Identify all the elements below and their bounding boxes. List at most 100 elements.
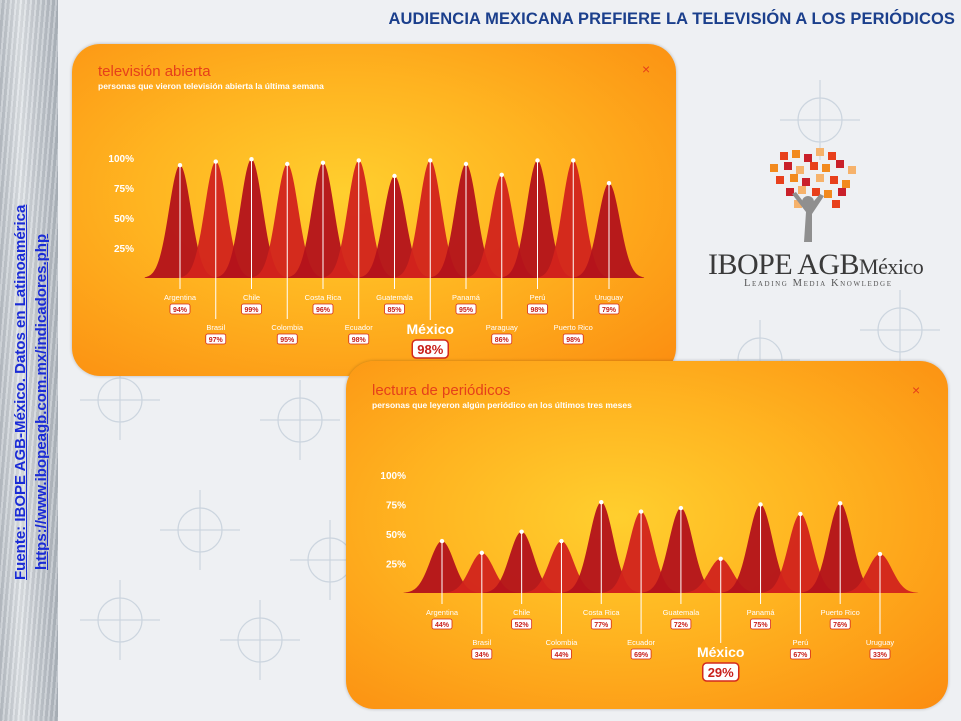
- highlight-value-label: 29%: [708, 665, 734, 680]
- peak-marker-ecuador: [638, 509, 644, 514]
- y-tick-label: 100%: [380, 471, 406, 482]
- value-label: 72%: [674, 622, 689, 629]
- logo-square: [798, 186, 806, 194]
- bell-curves: [403, 502, 919, 593]
- source-url-link[interactable]: https://www.ibopeagb.com.mx/indicadores.…: [33, 233, 50, 570]
- category-label: Panamá: [452, 293, 481, 302]
- peak-marker-uruguay: [606, 181, 612, 186]
- logo-square: [802, 178, 810, 186]
- logo-square: [828, 152, 836, 160]
- chart-subtitle: personas que vieron televisión abierta l…: [98, 81, 324, 91]
- category-label: Brasil: [206, 323, 225, 332]
- logo-square: [842, 180, 850, 188]
- logo-square: [786, 188, 794, 196]
- value-label: 95%: [280, 337, 295, 344]
- logo-square: [794, 200, 802, 208]
- highlight-value-badge: [701, 662, 740, 682]
- y-tick-label: 75%: [114, 184, 134, 195]
- category-label: Chile: [243, 293, 260, 302]
- value-label: 33%: [873, 652, 888, 659]
- logo-square: [830, 176, 838, 184]
- chart-title: televisión abierta: [98, 63, 211, 80]
- value-label: 67%: [793, 652, 808, 659]
- logo-square: [776, 176, 784, 184]
- peak-marker-ecuador: [356, 158, 361, 163]
- value-label: 34%: [475, 652, 490, 659]
- highlight-category-label: México: [697, 644, 744, 660]
- value-badge: [431, 618, 453, 630]
- category-labels: Argentina 94% Brasil 97% Chile 99% Colombia 95%…: [164, 157, 623, 359]
- value-badge: [598, 303, 620, 315]
- left-decorative-strip: [0, 0, 58, 721]
- logo-square: [836, 160, 844, 168]
- value-label: 98%: [530, 307, 545, 314]
- category-label: Colombia: [271, 323, 304, 332]
- value-label: 94%: [173, 307, 188, 314]
- value-badge: [384, 303, 405, 315]
- value-label: 79%: [602, 307, 617, 314]
- value-badge: [670, 618, 692, 630]
- category-label: Perú: [792, 638, 808, 647]
- logo-square: [810, 162, 818, 170]
- category-label: Perú: [530, 293, 546, 302]
- source-text-link[interactable]: Fuente: IBOPE AGB-México. Datos en Latin…: [12, 204, 29, 580]
- value-label: 96%: [316, 307, 331, 314]
- logo-square: [792, 150, 800, 158]
- value-label: 99%: [244, 307, 259, 314]
- value-badge: [312, 303, 334, 315]
- logo-tree-icon: [770, 148, 856, 242]
- peak-marker-puerto-rico: [571, 158, 576, 163]
- value-label: 52%: [515, 622, 530, 629]
- value-label: 98%: [566, 337, 581, 344]
- peak-marker-colombia: [285, 161, 290, 167]
- logo-square: [816, 174, 824, 182]
- category-label: Panamá: [747, 608, 776, 617]
- peak-marker-colombia: [559, 538, 564, 544]
- category-labels: Argentina 44% Brasil 34% Chile 52% Colombia 44%…: [426, 499, 894, 682]
- value-badge: [491, 333, 513, 345]
- logo-square: [812, 188, 820, 196]
- peak-marker-guatemala: [678, 505, 684, 511]
- value-label: 44%: [435, 622, 450, 629]
- y-tick-label: 100%: [108, 154, 134, 165]
- value-badge: [551, 648, 572, 660]
- peak-marker-mexico: [718, 556, 723, 561]
- logo-word-agb: AGB: [797, 248, 860, 281]
- peak-marker-chile: [519, 529, 524, 534]
- peak-marker-brasil: [479, 550, 485, 556]
- page-title: AUDIENCIA MEXICANA PREFIERE LA TELEVISIÓ…: [388, 10, 955, 28]
- ibope-agb-logo: IBOPE AGBMéxico Leading Media Knowledge: [700, 142, 940, 302]
- peak-marker-guatemala: [392, 173, 397, 179]
- peak-marker-panama: [758, 502, 763, 507]
- peak-marker-panama: [463, 161, 469, 167]
- logo-word-ibope: IBOPE: [708, 248, 793, 281]
- value-badge: [471, 648, 493, 660]
- close-icon[interactable]: ×: [912, 382, 920, 398]
- category-label: Costa Rica: [583, 608, 621, 617]
- y-tick-label: 50%: [386, 530, 406, 541]
- peak-marker-peru: [535, 158, 540, 163]
- close-icon[interactable]: ×: [642, 61, 650, 77]
- peak-marker-paraguay: [499, 172, 504, 177]
- chart-title: lectura de periódicos: [372, 382, 510, 399]
- peak-marker-chile: [249, 157, 254, 162]
- value-badge: [869, 648, 891, 660]
- value-label: 76%: [833, 622, 848, 629]
- y-tick-label: 50%: [114, 214, 134, 225]
- peak-marker-uruguay: [877, 551, 883, 557]
- peak-marker-puerto-rico: [837, 501, 843, 506]
- peak-marker-brasil: [213, 159, 218, 164]
- logo-wordmark: IBOPE AGBMéxico: [708, 248, 924, 282]
- value-label: 97%: [209, 337, 224, 344]
- y-tick-label: 25%: [386, 560, 406, 571]
- y-tick-label: 25%: [114, 244, 134, 255]
- value-label: 44%: [554, 652, 569, 659]
- value-badge: [562, 333, 584, 345]
- chart-subtitle: personas que leyeron algún periódico en …: [372, 400, 632, 410]
- value-label: 86%: [495, 337, 510, 344]
- logo-square: [816, 148, 824, 156]
- logo-square: [780, 152, 788, 160]
- value-label: 75%: [754, 622, 769, 629]
- value-label: 69%: [634, 652, 649, 659]
